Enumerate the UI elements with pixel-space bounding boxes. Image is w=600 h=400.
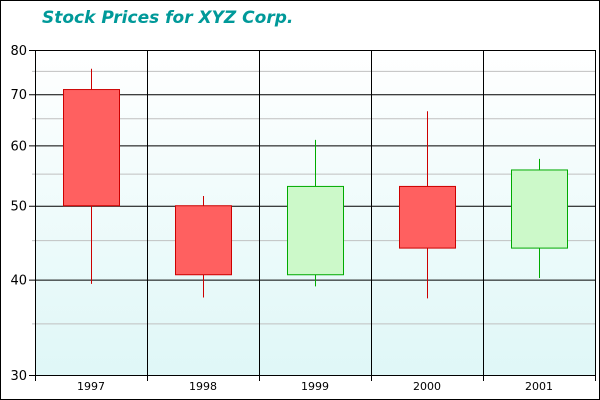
x-tick-label: 2000: [413, 380, 441, 393]
y-tick-label: 80: [10, 44, 27, 59]
candle-body: [287, 185, 344, 276]
x-tick-label: 2001: [525, 380, 553, 393]
y-tick-label: 70: [10, 88, 27, 103]
chart-title: Stock Prices for XYZ Corp.: [42, 8, 294, 28]
y-tick-label: 50: [10, 200, 27, 215]
y-tick-label: 30: [10, 369, 27, 384]
candle-body: [511, 169, 568, 249]
y-tick-label: 40: [10, 274, 27, 289]
x-tick-label: 1997: [77, 380, 105, 393]
candle-body: [63, 89, 120, 207]
x-tick-label: 1999: [301, 380, 329, 393]
y-tick-label: 60: [10, 139, 27, 154]
candle-body: [399, 185, 456, 249]
x-tick-label: 1998: [189, 380, 217, 393]
candle-body: [175, 205, 232, 276]
